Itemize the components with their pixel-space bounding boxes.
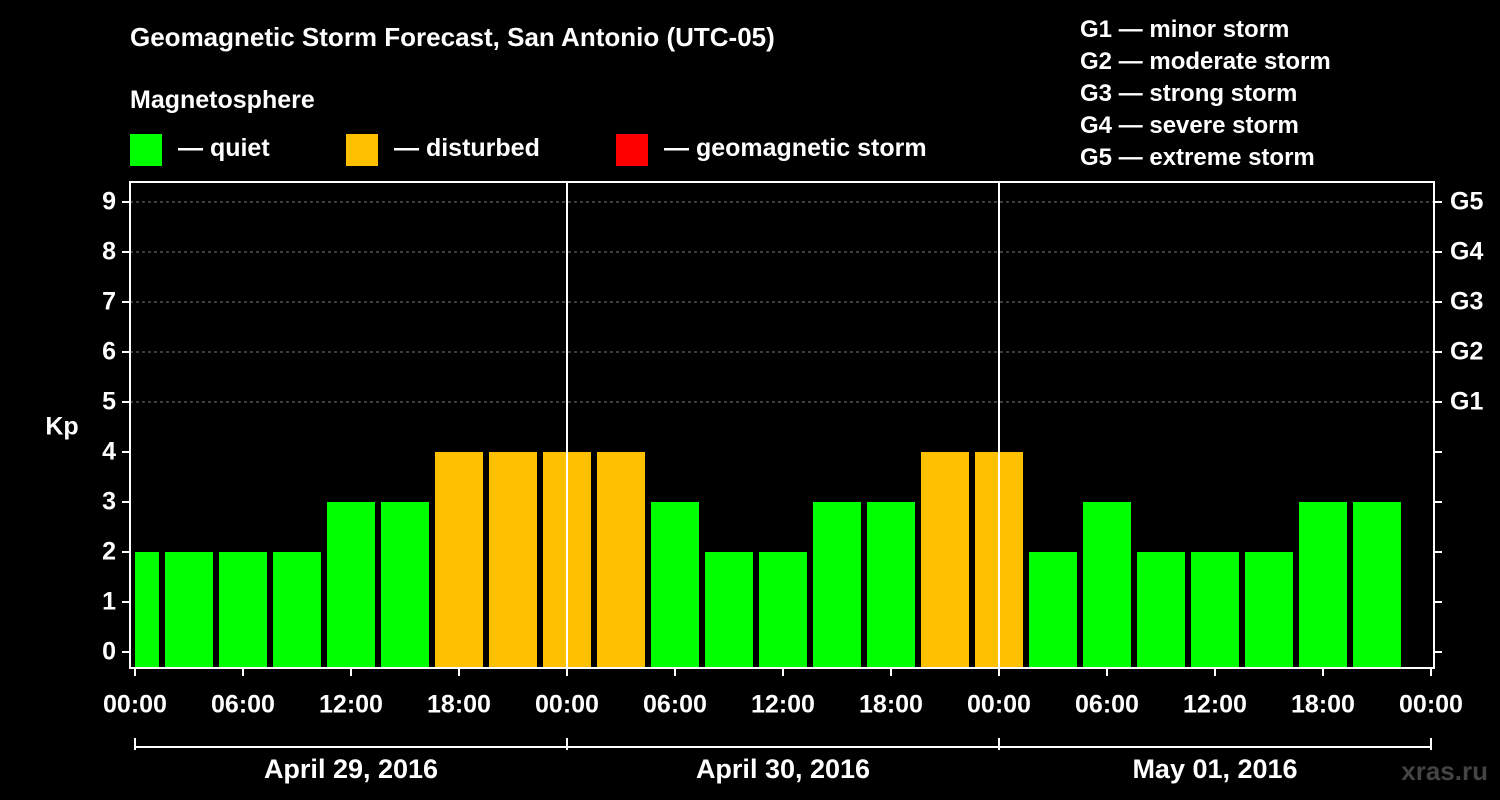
right-axis-label: G5 [1450, 188, 1483, 216]
x-tick-label: 00:00 [1399, 691, 1463, 719]
storm-level-g2: G2 — moderate storm [1080, 48, 1331, 75]
y-tick-label: 7 [102, 288, 116, 316]
right-axis-label: G1 [1450, 388, 1483, 416]
kp-bar [1299, 502, 1347, 667]
kp-bar [651, 502, 699, 667]
x-tick-label: 00:00 [967, 691, 1031, 719]
y-axis-label: Kp [45, 413, 78, 441]
x-tick-label: 18:00 [1291, 691, 1355, 719]
kp-bar [435, 452, 483, 667]
x-tick-label: 18:00 [427, 691, 491, 719]
kp-bar [1353, 502, 1401, 667]
kp-bar [867, 502, 915, 667]
y-tick-label: 4 [102, 438, 116, 466]
kp-bar [165, 552, 213, 667]
legend-item-storm: — geomagnetic storm [616, 134, 956, 168]
y-tick-label: 6 [102, 338, 116, 366]
y-tick-label: 1 [102, 588, 116, 616]
x-tick-label: 18:00 [859, 691, 923, 719]
x-tick-label: 12:00 [319, 691, 383, 719]
day-label: April 29, 2016 [264, 754, 438, 784]
kp-bar [219, 552, 267, 667]
storm-level-g3: G3 — strong storm [1080, 80, 1298, 107]
right-axis-label: G4 [1450, 238, 1483, 266]
y-tick-label: 8 [102, 238, 116, 266]
kp-bar [135, 552, 159, 667]
kp-bar [921, 452, 969, 667]
kp-bar [1137, 552, 1185, 667]
storm-level-g4: G4 — severe storm [1080, 112, 1299, 139]
kp-bar [813, 502, 861, 667]
x-tick-label: 06:00 [643, 691, 707, 719]
kp-bar [489, 452, 537, 667]
storm-level-list: G1 — minor storm G2 — moderate storm G3 … [1080, 14, 1331, 174]
legend-swatch-storm [616, 134, 648, 166]
storm-level-g1: G1 — minor storm [1080, 16, 1290, 43]
storm-level-g5: G5 — extreme storm [1080, 144, 1315, 171]
legend-item-disturbed: — disturbed [346, 134, 586, 168]
x-tick-label: 12:00 [751, 691, 815, 719]
kp-bar [327, 502, 375, 667]
day-label: April 30, 2016 [696, 754, 870, 784]
x-tick-label: 00:00 [103, 691, 167, 719]
legend-swatch-disturbed [346, 134, 378, 166]
kp-bar [705, 552, 753, 667]
kp-bar [273, 552, 321, 667]
kp-bar [1245, 552, 1293, 667]
kp-bar [381, 502, 429, 667]
x-tick-label: 12:00 [1183, 691, 1247, 719]
kp-bar [759, 552, 807, 667]
legend-label-quiet: — quiet [178, 134, 270, 162]
kp-bar [1191, 552, 1239, 667]
legend-heading: Magnetosphere [130, 86, 315, 114]
right-axis-label: G3 [1450, 288, 1483, 316]
watermark: xras.ru [1401, 756, 1488, 786]
y-tick-label: 5 [102, 388, 116, 416]
kp-bar [1083, 502, 1131, 667]
legend-item-quiet: — quiet [130, 134, 330, 168]
kp-bar [1029, 552, 1077, 667]
kp-bar [597, 452, 645, 667]
day-label: May 01, 2016 [1132, 754, 1297, 784]
y-tick-label: 3 [102, 488, 116, 516]
legend-swatch-quiet [130, 134, 162, 166]
legend-label-disturbed: — disturbed [394, 134, 540, 162]
x-tick-label: 00:00 [535, 691, 599, 719]
x-tick-label: 06:00 [211, 691, 275, 719]
legend-label-storm: — geomagnetic storm [664, 134, 927, 162]
x-tick-label: 06:00 [1075, 691, 1139, 719]
chart-title: Geomagnetic Storm Forecast, San Antonio … [130, 22, 775, 52]
right-axis-label: G2 [1450, 338, 1483, 366]
y-tick-label: 9 [102, 188, 116, 216]
y-tick-label: 0 [102, 638, 116, 666]
y-tick-label: 2 [102, 538, 116, 566]
